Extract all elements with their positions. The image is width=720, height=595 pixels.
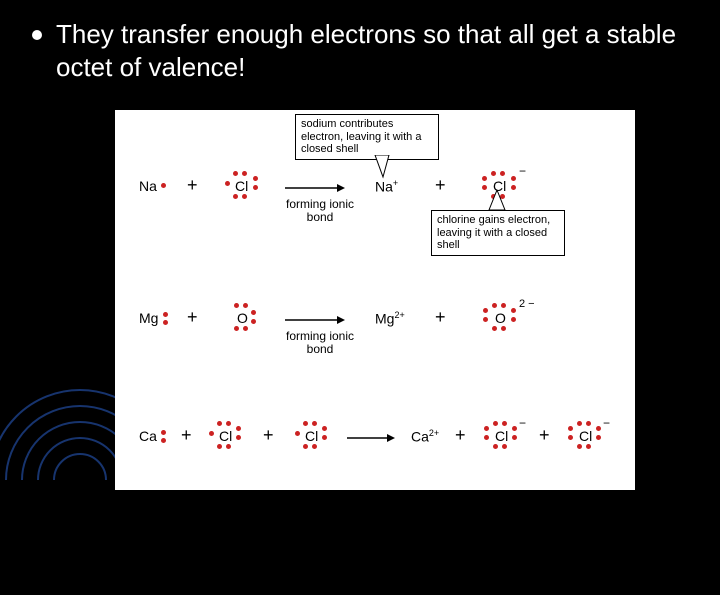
label-o2: O (495, 310, 506, 326)
label-cl: Cl (305, 428, 318, 444)
label-cl-minus: Cl (495, 428, 508, 444)
caption-ionic-1: forming ionic bond (285, 198, 355, 224)
label-mg: Mg (139, 310, 158, 326)
label-na: Na (139, 178, 157, 194)
arrow-icon (285, 182, 345, 194)
plus-sign: + (455, 425, 466, 446)
label-cl: Cl (235, 178, 248, 194)
label-ca: Ca (139, 428, 157, 444)
caption-ionic-2: forming ionic bond (285, 330, 355, 356)
plus-sign: + (539, 425, 550, 446)
label-cl: Cl (219, 428, 232, 444)
plus-sign: + (263, 425, 274, 446)
arrow-icon (285, 314, 345, 326)
plus-sign: + (435, 175, 446, 196)
bullet-icon (32, 30, 42, 40)
electron-dot (161, 183, 166, 188)
callout-na: sodium contributes electron, leaving it … (295, 114, 439, 160)
bullet-text: They transfer enough electrons so that a… (56, 18, 680, 83)
callout-tail (487, 190, 511, 217)
plus-sign: + (435, 307, 446, 328)
label-cl-minus-sup: − (519, 164, 526, 178)
bullet-row: They transfer enough electrons so that a… (0, 0, 720, 83)
label-mg2: Mg2+ (375, 310, 405, 327)
callout-tail (371, 155, 395, 184)
label-o: O (237, 310, 248, 326)
plus-sign: + (181, 425, 192, 446)
label-cl-minus: Cl (579, 428, 592, 444)
diagram-panel: Na + Cl forming ionic bond Na+ + Cl − so… (115, 110, 635, 490)
plus-sign: + (187, 307, 198, 328)
plus-sign: + (187, 175, 198, 196)
arrow-icon (347, 432, 395, 444)
label-ca2: Ca2+ (411, 428, 439, 445)
